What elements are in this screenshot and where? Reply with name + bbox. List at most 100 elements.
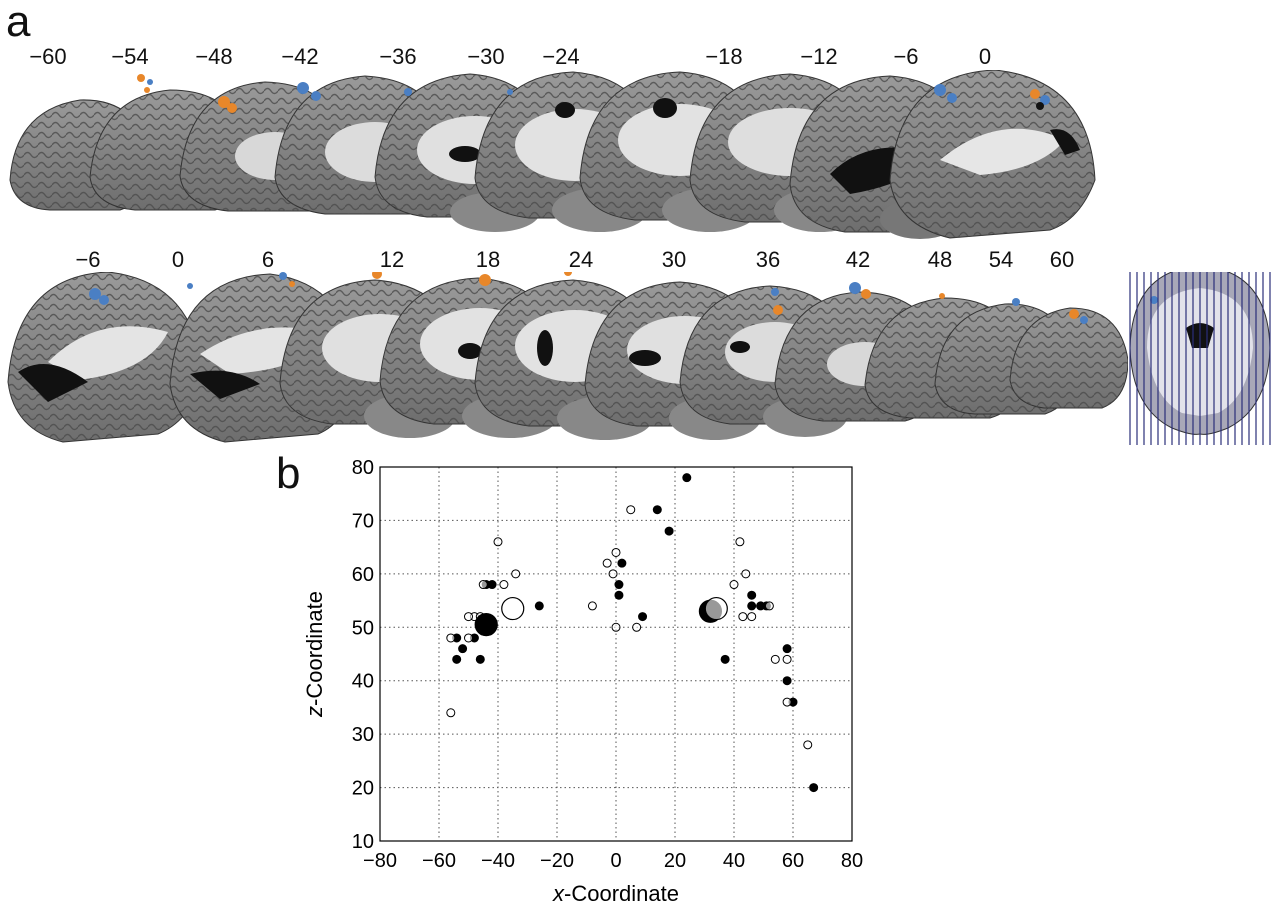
x-tick-label: 20 (664, 850, 686, 872)
slice-label: 54 (988, 247, 1014, 272)
open-data-point (738, 612, 748, 622)
sagittal-slices-row-1 (9, 70, 1096, 239)
y-tick-label: 10 (352, 831, 374, 853)
open-data-point (464, 633, 473, 643)
x-tick-label: −60 (422, 850, 456, 872)
slice-label: 48 (927, 247, 953, 272)
open-data-point (511, 569, 521, 579)
y-tick-label: 40 (352, 671, 374, 693)
y-tick-label: 50 (352, 617, 374, 639)
activation-blobs-row1 (137, 74, 1050, 113)
filled-data-point (452, 654, 462, 664)
filled-data-point (720, 654, 730, 664)
slice-label: −60 (29, 44, 67, 69)
open-data-point (478, 580, 488, 590)
coronal-reference-slice (1128, 272, 1273, 445)
filled-data-point (614, 580, 624, 590)
filled-data-point (782, 644, 792, 654)
x-tick-label: −20 (540, 850, 574, 872)
scatter-chart: −80 −60 −40 −20 0 20 40 60 80 10 20 30 40 50 60 70 80 x… (290, 455, 890, 914)
x-tick-label: 40 (723, 850, 745, 872)
panel-a-letter: a (6, 0, 31, 46)
open-data-point (741, 569, 751, 579)
filled-data-point (534, 601, 544, 611)
open-data-point (602, 558, 612, 568)
slice-label: 30 (661, 247, 687, 272)
slice-label: 0 (171, 247, 185, 272)
slice-label: 36 (755, 247, 781, 272)
slice-label: −6 (75, 247, 101, 272)
open-data-point (608, 569, 618, 579)
slice-label: 42 (845, 247, 871, 272)
x-tick-label: −80 (363, 850, 397, 872)
open-data-point (747, 612, 757, 622)
open-data-point-large (501, 596, 525, 621)
brain-slice-group (9, 70, 1096, 239)
data-points (446, 473, 819, 793)
open-data-point (446, 708, 456, 718)
grid-lines (379, 466, 853, 842)
slice-label: −36 (379, 44, 417, 69)
brain-slice-group (7, 272, 1273, 445)
open-data-point (493, 537, 503, 547)
y-tick-label: 70 (352, 510, 374, 532)
x-tick-label: 80 (841, 850, 863, 872)
slice-label: −18 (705, 44, 743, 69)
filled-data-point (809, 783, 819, 793)
open-data-point (632, 622, 642, 632)
open-data-point (764, 601, 774, 611)
panel-b-letter: b (276, 449, 301, 498)
slice-label: 0 (978, 44, 992, 69)
open-data-point (729, 580, 739, 590)
scatter-plot-svg: −80 −60 −40 −20 0 20 40 60 80 10 20 30 40 50 60 70 80 x… (302, 457, 863, 906)
open-data-point (464, 612, 473, 622)
filled-data-point (614, 590, 624, 600)
open-data-point (626, 505, 636, 515)
filled-data-point (617, 558, 627, 568)
slice-label: 12 (379, 247, 405, 272)
y-tick-label: 60 (352, 564, 374, 586)
open-data-point (770, 654, 780, 664)
slice-label: −12 (800, 44, 838, 69)
sagittal-slices-row-2 (7, 272, 1273, 445)
x-tick-label: 60 (782, 850, 804, 872)
open-data-point (446, 633, 456, 643)
slice-label: −48 (195, 44, 233, 69)
slice-label: 60 (1049, 247, 1075, 272)
open-data-point (782, 697, 792, 707)
filled-data-point (782, 676, 792, 686)
filled-data-point (747, 590, 757, 600)
open-data-point (782, 654, 792, 664)
x-tick-labels: −80 −60 −40 −20 0 20 40 60 80 (363, 850, 863, 872)
slice-label: 18 (475, 247, 501, 272)
y-tick-label: 80 (352, 457, 374, 479)
filled-data-point (458, 644, 468, 654)
y-tick-label: 30 (352, 724, 374, 746)
open-data-point (611, 547, 621, 557)
filled-data-point (487, 580, 497, 590)
x-tick-label: 0 (610, 850, 621, 872)
open-data-point (803, 740, 813, 750)
x-tick-label: −40 (481, 850, 515, 872)
filled-data-point (664, 526, 674, 536)
slice-label: −30 (467, 44, 505, 69)
open-data-point (611, 622, 621, 632)
plot-frame (379, 466, 853, 842)
x-axis-label: x-Coordinate (552, 881, 679, 906)
open-data-point-large (704, 596, 728, 621)
filled-data-point (652, 505, 662, 515)
filled-data-point (682, 473, 692, 483)
slice-label: 6 (261, 247, 275, 272)
filled-data-point (475, 654, 485, 664)
activation-blobs-row2 (89, 272, 1088, 324)
y-tick-label: 20 (352, 778, 374, 800)
open-data-point (587, 601, 597, 611)
y-axis-label: z-Coordinate (302, 591, 327, 718)
slice-label: −24 (542, 44, 580, 69)
filled-data-point (638, 612, 648, 622)
open-data-point (499, 580, 509, 590)
slice-label: −54 (111, 44, 149, 69)
y-tick-labels: 10 20 30 40 50 60 70 80 (352, 457, 374, 853)
filled-data-point-large (474, 613, 498, 637)
slice-label: 24 (568, 247, 594, 272)
